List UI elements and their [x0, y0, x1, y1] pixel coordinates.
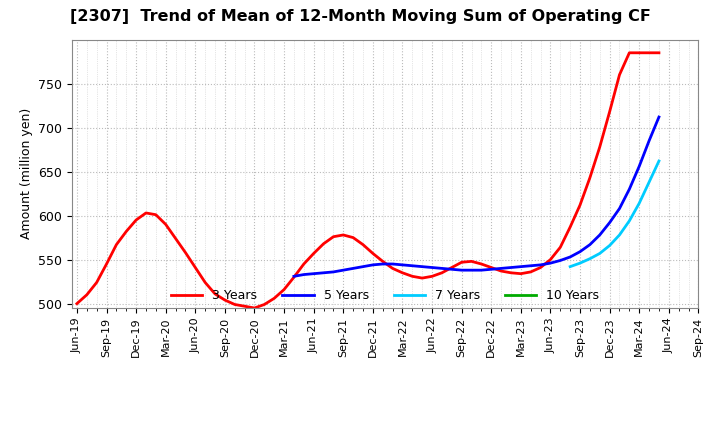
5 Years — [497, 266, 505, 271]
5 Years — [635, 164, 644, 169]
5 Years — [428, 265, 436, 270]
5 Years — [487, 267, 495, 272]
5 Years — [408, 263, 417, 268]
5 Years — [339, 268, 348, 273]
5 Years — [289, 274, 298, 279]
Legend: 3 Years, 5 Years, 7 Years, 10 Years: 3 Years, 5 Years, 7 Years, 10 Years — [166, 284, 604, 307]
5 Years — [625, 187, 634, 192]
5 Years — [319, 270, 328, 275]
5 Years — [438, 266, 446, 271]
5 Years — [457, 268, 466, 273]
7 Years — [615, 232, 624, 238]
5 Years — [477, 268, 486, 273]
5 Years — [566, 254, 575, 260]
7 Years — [585, 256, 594, 261]
7 Years — [576, 260, 585, 266]
7 Years — [566, 264, 575, 269]
5 Years — [546, 260, 554, 266]
5 Years — [388, 261, 397, 267]
5 Years — [467, 268, 476, 273]
3 Years — [447, 265, 456, 270]
7 Years — [654, 158, 663, 164]
3 Years — [240, 304, 249, 309]
7 Years — [606, 243, 614, 248]
5 Years — [615, 206, 624, 211]
5 Years — [654, 114, 663, 120]
Line: 5 Years: 5 Years — [294, 117, 659, 276]
3 Years — [280, 287, 289, 292]
5 Years — [379, 261, 387, 267]
5 Years — [556, 258, 564, 263]
3 Years — [73, 301, 81, 306]
5 Years — [398, 262, 407, 268]
5 Years — [418, 264, 426, 269]
3 Years — [625, 50, 634, 55]
5 Years — [369, 262, 377, 268]
5 Years — [348, 266, 357, 271]
Line: 7 Years: 7 Years — [570, 161, 659, 267]
3 Years — [654, 50, 663, 55]
5 Years — [644, 138, 653, 143]
5 Years — [585, 242, 594, 247]
5 Years — [595, 232, 604, 238]
5 Years — [359, 264, 367, 269]
5 Years — [329, 269, 338, 275]
3 Years — [250, 305, 258, 311]
5 Years — [310, 271, 318, 276]
3 Years — [270, 296, 279, 301]
7 Years — [625, 218, 634, 224]
7 Years — [644, 180, 653, 185]
Line: 3 Years: 3 Years — [77, 53, 659, 308]
5 Years — [526, 263, 535, 268]
5 Years — [507, 265, 516, 270]
Y-axis label: Amount (million yen): Amount (million yen) — [19, 108, 32, 239]
5 Years — [576, 249, 585, 254]
3 Years — [171, 236, 180, 241]
7 Years — [595, 251, 604, 256]
5 Years — [516, 264, 525, 269]
7 Years — [635, 201, 644, 206]
5 Years — [300, 272, 308, 277]
5 Years — [606, 220, 614, 225]
3 Years — [220, 297, 229, 303]
5 Years — [447, 267, 456, 272]
5 Years — [536, 262, 545, 268]
Text: [2307]  Trend of Mean of 12-Month Moving Sum of Operating CF: [2307] Trend of Mean of 12-Month Moving … — [70, 9, 650, 24]
